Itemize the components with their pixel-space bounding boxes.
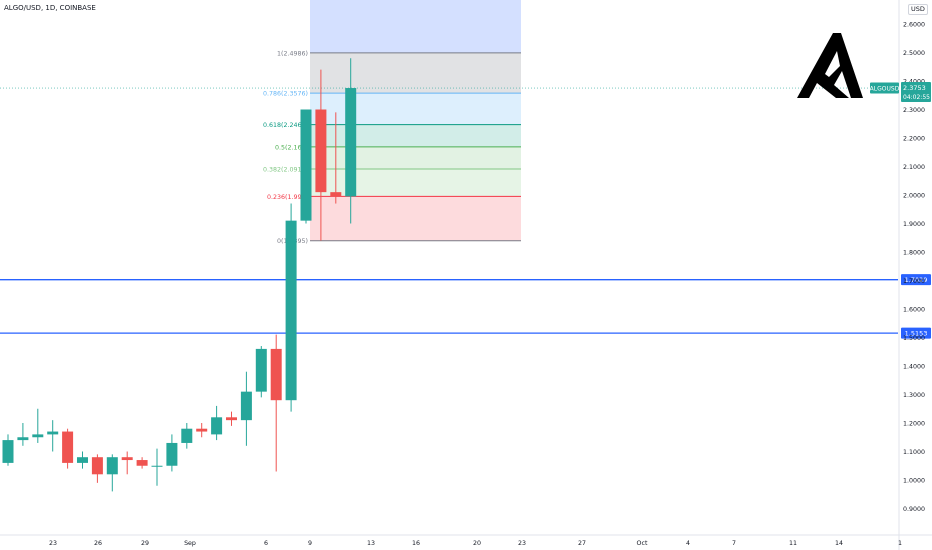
price-tick-label: 1.7000 (903, 278, 925, 285)
support-price-label: 1.5153 (905, 330, 928, 338)
price-tick-label: 1.4000 (903, 364, 925, 371)
price-tick-label: 2.3000 (903, 107, 925, 114)
time-tick-label: 11 (789, 540, 797, 547)
support-price-label: 1.7029 (905, 276, 928, 284)
candle-body[interactable] (226, 417, 237, 421)
time-tick-label: 20 (473, 540, 481, 547)
price-tick-label: 1.8000 (903, 250, 925, 257)
candle-body[interactable] (17, 437, 29, 441)
price-tick-label: 2.2000 (903, 136, 925, 143)
time-tick-label: Oct (637, 540, 648, 547)
fib-level-label: 0.382(2.0911) (263, 167, 308, 174)
fib-zone (310, 124, 521, 147)
price-tick-label: 0.9000 (903, 506, 925, 513)
candle-body[interactable] (47, 431, 59, 435)
time-tick-label: 4 (686, 540, 690, 547)
support-price-tag (901, 274, 931, 286)
symbol-tag-label: ALGOUSD (870, 86, 900, 93)
candle-body[interactable] (240, 391, 252, 421)
candle-body[interactable] (32, 434, 44, 438)
price-tick-label: 1.5000 (903, 335, 925, 342)
candle-body[interactable] (315, 109, 327, 193)
price-tick-label: 1.2000 (903, 421, 925, 428)
candle-body[interactable] (345, 88, 357, 197)
fib-level-label: 0.236(1.995) (267, 194, 308, 201)
algorand-logo (797, 33, 863, 98)
fib-zone (310, 146, 521, 170)
candle-body[interactable] (151, 465, 163, 467)
fib-zone (310, 196, 521, 241)
time-tick-label: 16 (412, 540, 420, 547)
fib-zone (310, 169, 521, 197)
fib-level-label: 0.5(2.169) (275, 144, 308, 151)
fib-zone (310, 93, 521, 125)
candle-body[interactable] (285, 220, 297, 401)
fib-level-label: 0.786(2.3576) (263, 91, 308, 98)
price-tick-label: 2.4000 (903, 79, 925, 86)
time-tick-label: 7 (732, 540, 736, 547)
bar-countdown: 04:02:55 (903, 94, 930, 101)
candle-body[interactable] (166, 442, 178, 466)
time-tick-label: 1 (898, 540, 902, 547)
candle-body[interactable] (196, 428, 208, 432)
current-price-tag (901, 82, 931, 103)
time-tick-label: 14 (835, 540, 843, 547)
support-price-tag (901, 327, 931, 339)
time-tick-label: 23 (518, 540, 526, 547)
time-tick-label: 6 (264, 540, 268, 547)
candle-body[interactable] (2, 440, 14, 463)
currency-label[interactable]: USD (908, 4, 928, 15)
candle-body[interactable] (106, 457, 118, 475)
price-tick-label: 2.6000 (903, 22, 925, 29)
time-tick-label: 13 (367, 540, 375, 547)
candle-body[interactable] (330, 192, 342, 197)
time-tick-label: 26 (94, 540, 102, 547)
symbol-price-tag (870, 82, 899, 94)
candle-body[interactable] (255, 348, 267, 392)
price-tick-label: 1.0000 (903, 478, 925, 485)
candle-body[interactable] (211, 417, 223, 435)
fib-level-label: 1(2.4986) (277, 50, 308, 57)
candle-body[interactable] (62, 431, 74, 463)
candle-body[interactable] (136, 460, 148, 466)
time-tick-label: 23 (49, 540, 57, 547)
candle-body[interactable] (300, 109, 312, 221)
price-tick-label: 1.6000 (903, 307, 925, 314)
time-tick-label: 9 (308, 540, 312, 547)
fib-extension-zone (310, 0, 521, 53)
time-tick-label: Sep (184, 540, 196, 547)
symbol-title: ALGO/USD, 1D, COINBASE (4, 4, 96, 12)
fib-zone (310, 52, 521, 94)
time-tick-label: 29 (141, 540, 149, 547)
current-price-value: 2.3753 (903, 84, 926, 92)
price-tick-label: 1.3000 (903, 392, 925, 399)
candle-body[interactable] (121, 457, 133, 461)
candle-body[interactable] (77, 457, 88, 463)
candle-body[interactable] (91, 457, 103, 475)
candle-body[interactable] (270, 348, 282, 401)
time-tick-label: 27 (578, 540, 586, 547)
candle-body[interactable] (181, 428, 193, 443)
price-tick-label: 1.9000 (903, 221, 925, 228)
fib-level-label: 0.618(2.2469) (263, 122, 308, 129)
price-tick-label: 2.1000 (903, 164, 925, 171)
price-tick-label: 1.1000 (903, 449, 925, 456)
price-tick-label: 2.5000 (903, 50, 925, 57)
price-tick-label: 2.0000 (903, 193, 925, 200)
